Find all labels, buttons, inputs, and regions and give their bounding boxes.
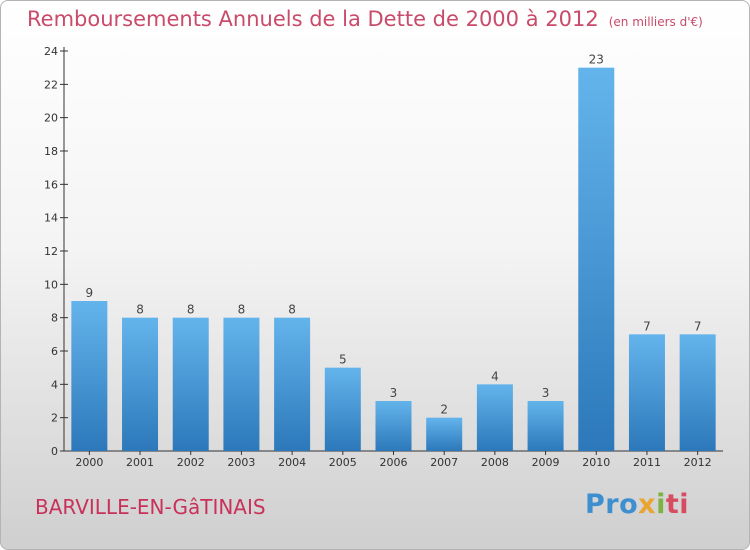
y-tick-label: 18 xyxy=(44,145,58,158)
data-label-2005: 5 xyxy=(339,353,347,367)
x-tick-label-2009: 2009 xyxy=(532,456,560,469)
bar-2000 xyxy=(71,301,108,451)
y-tick-label: 22 xyxy=(44,78,58,91)
bar-2012 xyxy=(679,334,716,451)
x-tick-label-2011: 2011 xyxy=(633,456,661,469)
y-tick-label: 14 xyxy=(44,212,58,225)
bar-2001 xyxy=(122,317,159,451)
y-tick-label: 2 xyxy=(51,412,58,425)
y-tick-label: 16 xyxy=(44,178,58,191)
y-tick-label: 10 xyxy=(44,278,58,291)
logo-part-4: ti xyxy=(665,489,690,520)
y-tick-label: 6 xyxy=(51,345,58,358)
y-tick-label: 24 xyxy=(44,45,58,58)
x-tick-label-2007: 2007 xyxy=(430,456,458,469)
data-label-2009: 3 xyxy=(542,386,550,400)
bar-2011 xyxy=(628,334,665,451)
bar-2002 xyxy=(172,317,209,451)
data-label-2001: 8 xyxy=(136,303,144,317)
bar-2008 xyxy=(476,384,513,451)
title-text: Remboursements Annuels de la Dette de 20… xyxy=(27,7,599,31)
bar-2010 xyxy=(578,67,615,452)
x-tick-label-2001: 2001 xyxy=(126,456,154,469)
y-tick-label: 8 xyxy=(51,312,58,325)
data-label-2002: 8 xyxy=(187,303,195,317)
bar-2009 xyxy=(527,401,564,451)
logo-part-3: i xyxy=(656,489,666,520)
proxiti-logo: Proxiti xyxy=(585,489,689,520)
bar-2007 xyxy=(426,417,463,451)
x-tick-label-2004: 2004 xyxy=(278,456,306,469)
data-label-2007: 2 xyxy=(440,403,448,417)
data-label-2000: 9 xyxy=(86,286,94,300)
x-tick-label-2005: 2005 xyxy=(329,456,357,469)
data-label-2010: 23 xyxy=(589,53,604,67)
bar-2005 xyxy=(324,367,361,451)
y-tick-label: 20 xyxy=(44,112,58,125)
x-tick-label-2002: 2002 xyxy=(177,456,205,469)
data-label-2004: 8 xyxy=(288,303,296,317)
y-tick-label: 4 xyxy=(51,378,58,391)
bar-2006 xyxy=(375,401,412,451)
data-label-2011: 7 xyxy=(643,319,651,333)
data-label-2008: 4 xyxy=(491,369,499,383)
data-label-2012: 7 xyxy=(694,319,702,333)
chart-title: Remboursements Annuels de la Dette de 20… xyxy=(27,7,703,31)
y-tick-label: 12 xyxy=(44,245,58,258)
data-label-2006: 3 xyxy=(390,386,398,400)
data-label-2003: 8 xyxy=(238,303,246,317)
y-tick-label: 0 xyxy=(51,445,58,458)
bar-2004 xyxy=(274,317,311,451)
x-tick-label-2012: 2012 xyxy=(684,456,712,469)
bar-2003 xyxy=(223,317,260,451)
x-tick-label-2008: 2008 xyxy=(481,456,509,469)
x-tick-label-2000: 2000 xyxy=(75,456,103,469)
x-tick-label-2006: 2006 xyxy=(380,456,408,469)
commune-name: BARVILLE-EN-GâTINAIS xyxy=(35,495,266,519)
title-unit: (en milliers d'€) xyxy=(608,15,703,29)
logo-part-2: x xyxy=(638,489,657,520)
x-tick-label-2010: 2010 xyxy=(582,456,610,469)
x-tick-label-2003: 2003 xyxy=(227,456,255,469)
logo-part-1: Pro xyxy=(585,489,639,520)
